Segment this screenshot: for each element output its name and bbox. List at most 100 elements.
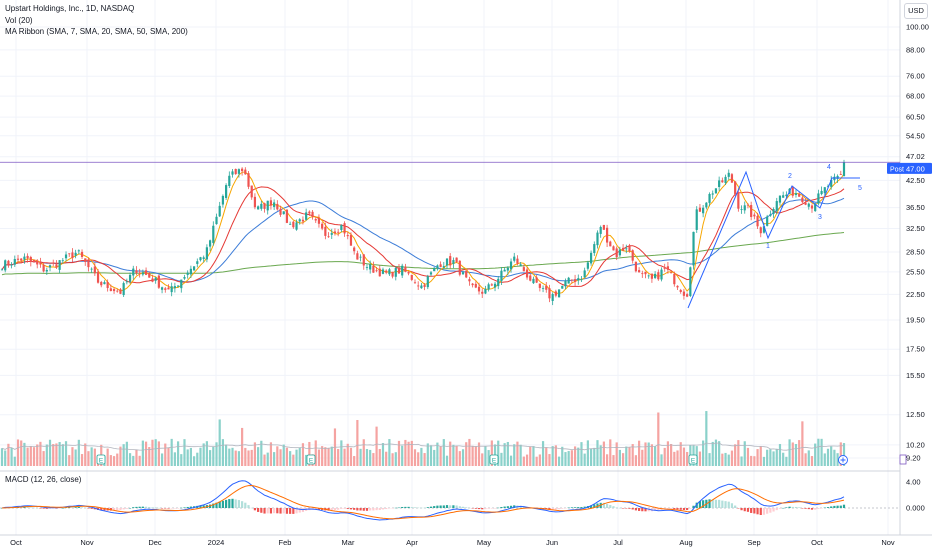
candle-body [449,256,452,266]
candle-body [365,267,369,268]
volume-bar [202,443,205,466]
candle-body [417,285,420,287]
macd-histogram-bar [381,508,385,510]
candle-body [778,195,782,203]
candle-body [141,272,144,275]
candle-body [753,214,756,217]
pattern-drawing[interactable]: 1 2 3 4 5 [687,164,862,309]
price-tick-label: 32.50 [906,224,925,233]
macd-histogram-bar [775,508,778,511]
earnings-marker[interactable]: E [489,454,499,465]
candle-body [353,247,356,252]
macd-histogram-bar [151,507,154,508]
candle-body [567,277,570,284]
macd-histogram-bar [743,508,746,512]
macd-histogram-bar [148,506,151,508]
candle-body [814,203,817,211]
candle-body [68,253,71,255]
volume-bar [160,453,164,466]
volume-bar [231,447,234,466]
macd-histogram-bar [820,508,823,509]
candle-body [327,236,330,238]
macd-histogram-bar [417,507,420,509]
volume-bar [772,451,775,466]
volume-bar [167,447,170,466]
candle-body [359,256,362,258]
candle-body [244,169,247,175]
candle-body [404,266,407,272]
volume-bar [702,440,705,466]
volume-bar [241,427,244,466]
candle-body [109,288,112,292]
volume-bar [477,442,481,466]
macd-histogram-bar [183,507,186,508]
volume-bar [538,454,541,466]
volume-bar [433,449,436,466]
volume-bar [138,455,141,466]
volume-bar [497,440,500,466]
add-marker-icon[interactable] [838,455,848,465]
volume-bar [500,452,503,466]
macd-histogram-bar [833,505,836,508]
macd-histogram-bar [100,508,103,511]
macd-histogram-bar [176,508,180,509]
macd-histogram-bar [641,508,644,512]
candle-body [212,225,215,243]
macd-histogram-bar [141,506,144,508]
volume-bar [724,452,727,466]
volume-bar [365,449,369,466]
candle-body [253,196,257,208]
candle-body [199,257,202,261]
macd-histogram-bar [493,508,497,509]
macd-histogram-bar [455,505,458,508]
price-tick-label: 36.50 [906,203,925,212]
volume-bar [404,439,407,466]
candle-body [93,266,96,274]
candle-body [410,274,413,280]
currency-button[interactable]: USD [904,3,928,19]
volume-bar [253,442,257,466]
candle-body [705,202,708,208]
volume-bar [445,455,449,466]
macd-histogram-bar [215,502,218,508]
macd-histogram-bar [93,508,96,510]
candle-body [148,273,151,278]
volume-bar [468,438,471,466]
volume-bar [522,456,525,466]
candle-body [750,205,753,217]
candle-body [654,273,657,278]
candle-body [16,258,20,260]
volume-bar [192,456,196,466]
macd-histogram-bar [237,500,241,508]
candle-body [29,257,32,262]
earnings-marker[interactable]: E [688,454,698,465]
volume-bar [279,449,282,466]
volume-bar [730,450,734,466]
volume-bar [112,456,116,466]
volume-bar [673,451,676,466]
macd-histogram-bar [567,507,570,509]
volume-bar [670,443,673,466]
price-tick-label: 15.50 [906,371,925,380]
macd-histogram-bar [244,502,247,508]
macd-histogram-bar [365,508,369,511]
candle-body [157,275,160,288]
macd-histogram-bar [433,506,436,508]
candle-body [775,201,778,211]
earnings-marker[interactable]: E [306,454,316,465]
plus-glyph [840,457,846,463]
macd-histogram-bar [490,508,493,509]
volume-bar [743,441,746,466]
volume-bar [798,440,801,466]
macd-histogram-bar [785,507,788,508]
volume-bar [42,451,45,466]
macd-histogram-bar [557,508,561,510]
earnings-marker[interactable]: E [96,454,106,465]
macd-histogram-bar [788,506,791,508]
macd-histogram-bar [250,507,253,509]
chart-title: Upstart Holdings, Inc., 1D, NASDAQ [5,4,135,13]
volume-bar [634,455,638,466]
candle-body [525,269,529,278]
